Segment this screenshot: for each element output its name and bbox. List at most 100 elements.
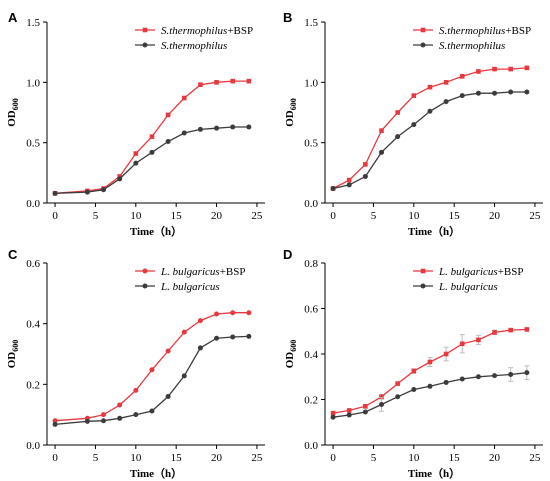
data-point <box>133 151 139 156</box>
data-point <box>475 90 481 96</box>
y-tick-label: 0.6 <box>26 258 40 270</box>
data-point <box>84 189 90 195</box>
y-tick-label: 0.0 <box>26 440 40 452</box>
panel-b: B 0.0 0.5 1.0 1.5 0 5 10 15 20 25 Time（h） OD600 S.the… <box>283 10 543 238</box>
x-tick-label: 20 <box>211 452 223 464</box>
data-point <box>165 348 171 354</box>
data-point <box>197 318 203 324</box>
data-point <box>362 173 368 179</box>
data-point <box>246 124 252 130</box>
x-axis-title: Time（h） <box>408 467 460 480</box>
panel-a: A 0.0 0.5 1.0 1.5 0 5 10 15 20 25 Time（h） OD600 S.the… <box>6 10 265 238</box>
data-point <box>346 182 352 188</box>
panel-letter: D <box>283 247 292 262</box>
data-point <box>214 125 220 131</box>
series-control <box>52 333 252 427</box>
x-tick-label: 0 <box>52 210 58 222</box>
legend-label: S.thermophilus+BSP <box>161 25 253 37</box>
data-point <box>524 65 530 71</box>
data-point <box>411 122 417 128</box>
x-tick-label: 25 <box>251 210 263 222</box>
data-point <box>133 412 139 418</box>
panel-d: D 0.0 0.2 0.4 0.6 0.8 0 5 10 15 20 25 Time（h） OD600 L.… <box>283 247 543 480</box>
data-point <box>379 128 384 133</box>
data-point <box>101 187 107 193</box>
legend-label-species: S.thermophilus <box>161 40 227 52</box>
data-point <box>492 90 498 96</box>
data-point <box>346 412 352 418</box>
data-point <box>117 415 123 421</box>
data-point <box>443 379 449 385</box>
data-point <box>197 126 203 132</box>
data-point <box>459 93 465 99</box>
legend-swatch-marker <box>142 42 148 48</box>
data-point <box>149 408 155 414</box>
data-point <box>198 82 203 88</box>
y-tick-label: 0.5 <box>304 138 318 150</box>
data-point <box>117 402 123 408</box>
x-tick-label: 10 <box>408 452 420 464</box>
data-point <box>181 95 187 101</box>
data-point <box>230 310 236 316</box>
data-point <box>492 66 497 72</box>
legend-label: S.thermophilus <box>161 40 227 52</box>
data-point <box>197 345 203 351</box>
data-point <box>214 311 220 317</box>
y-tick-label: 0.0 <box>26 198 40 210</box>
data-point <box>149 134 155 139</box>
series-treated <box>52 310 252 424</box>
data-point <box>52 418 58 424</box>
series-control <box>330 89 530 192</box>
y-tick-label: 0.0 <box>304 440 318 452</box>
y-axis-title: OD600 <box>6 340 20 369</box>
data-point <box>508 89 514 95</box>
y-axis-title: OD600 <box>284 98 298 127</box>
legend-label-species: L. bulgaricus <box>438 281 498 293</box>
data-point <box>133 160 139 166</box>
data-point <box>84 418 90 424</box>
data-point <box>330 410 336 416</box>
x-tick-label: 5 <box>93 452 99 464</box>
y-tick-label: 1.5 <box>26 17 40 29</box>
data-point <box>181 130 187 136</box>
legend-label-species: S.thermophilus <box>439 25 505 37</box>
data-point <box>346 408 352 413</box>
data-point <box>363 404 368 409</box>
data-point <box>363 162 368 167</box>
legend-swatch-marker <box>420 283 426 289</box>
data-point <box>443 80 449 85</box>
legend-label-suffix: +BSP <box>505 25 531 37</box>
legend-label: L. bulgaricus+BSP <box>438 266 523 278</box>
x-tick-label: 5 <box>371 452 377 464</box>
data-point <box>101 418 107 424</box>
legend: L. bulgaricus+BSP L. bulgaricus <box>413 266 523 293</box>
x-tick-label: 5 <box>93 210 99 222</box>
data-point <box>181 329 187 335</box>
data-point <box>165 112 171 118</box>
x-tick-label: 25 <box>529 452 541 464</box>
legend-label-suffix: +BSP <box>227 25 253 37</box>
x-tick-label: 10 <box>130 210 142 222</box>
data-point <box>427 108 433 114</box>
legend-label-species: S.thermophilus <box>439 40 505 52</box>
legend-label: S.thermophilus <box>439 40 505 52</box>
x-tick-label: 0 <box>330 210 336 222</box>
data-point <box>379 149 385 155</box>
legend-label-suffix: +BSP <box>220 266 246 278</box>
series-line <box>332 91 527 190</box>
data-point <box>492 373 498 379</box>
data-point <box>524 327 530 332</box>
data-point <box>443 99 449 105</box>
data-point <box>330 186 336 192</box>
data-point <box>524 370 530 376</box>
legend-label: L. bulgaricus <box>160 281 220 293</box>
data-point <box>492 330 497 335</box>
series-treated <box>52 78 252 196</box>
series-treated <box>330 65 530 191</box>
y-tick-label: 0.8 <box>304 258 318 270</box>
data-point <box>165 138 171 144</box>
data-point <box>395 394 401 400</box>
series-line <box>55 335 249 426</box>
data-point <box>52 190 58 196</box>
